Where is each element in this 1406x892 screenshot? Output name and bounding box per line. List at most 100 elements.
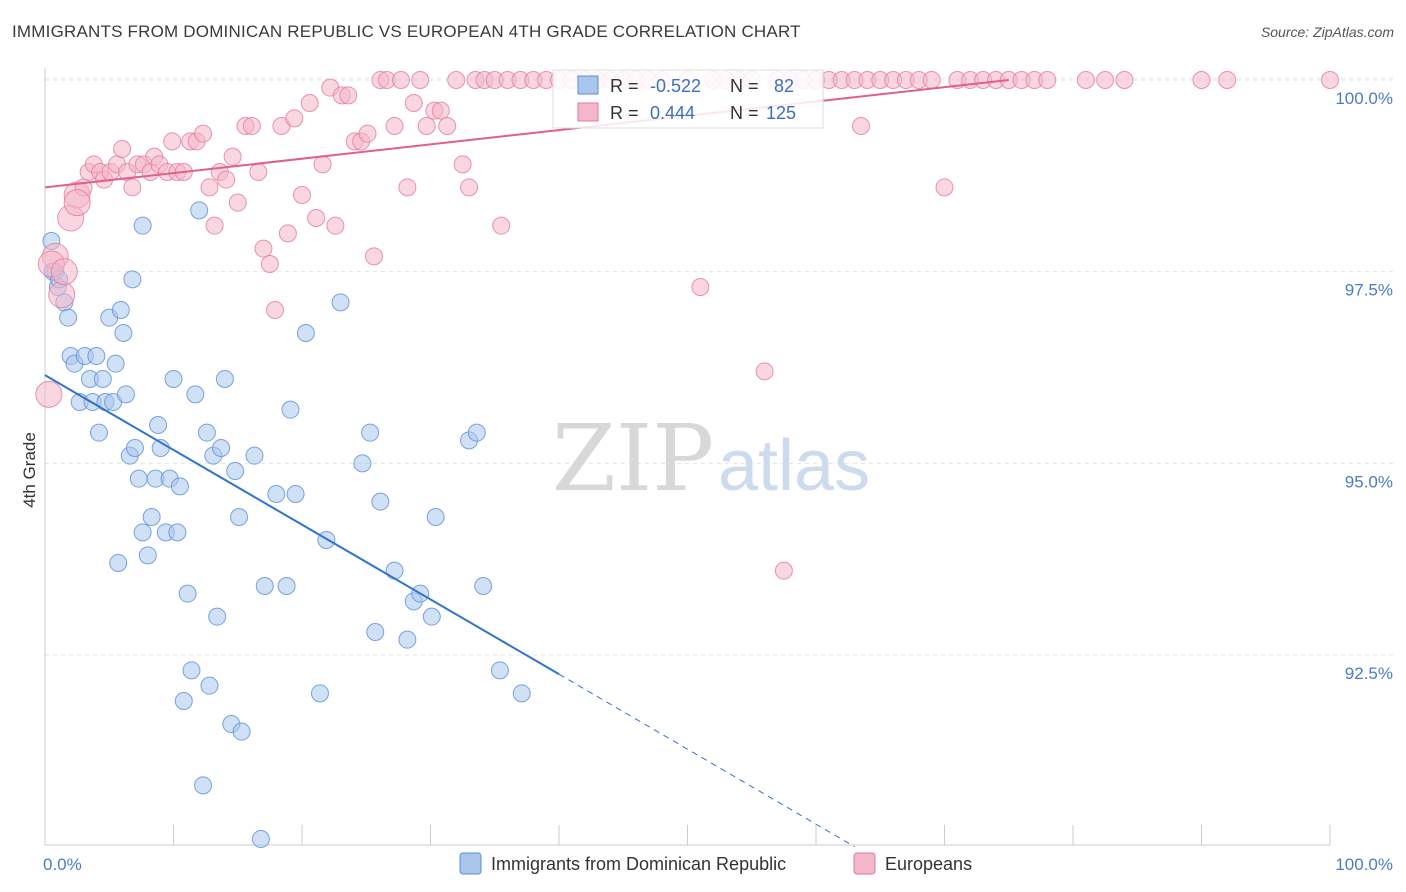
dominican-point-46 <box>208 607 227 626</box>
europeans-point-40 <box>278 224 297 243</box>
europeans-point-38 <box>266 301 285 319</box>
europeans-point-71 <box>492 216 511 235</box>
europeans-point-28 <box>205 216 224 235</box>
dominican-point-79 <box>133 216 152 235</box>
x-tick-min: 0.0% <box>43 855 82 874</box>
y-axis-label: 4th Grade <box>20 432 39 508</box>
series-dominican-points <box>42 201 531 848</box>
europeans-point-106 <box>935 178 954 197</box>
dominican-point-13 <box>93 370 112 388</box>
europeans-point-61 <box>417 117 436 135</box>
dominican-point-26 <box>133 523 152 542</box>
europeans-point-56 <box>385 117 404 135</box>
dominican-point-65 <box>361 423 380 442</box>
europeans-point-64 <box>438 117 457 135</box>
stats-n-label-pink: N = <box>730 103 759 123</box>
y-tick-label-2: 97.5% <box>1345 281 1393 300</box>
dominican-point-44 <box>200 676 219 695</box>
dominican-point-18 <box>109 554 128 572</box>
europeans-point-2 <box>48 281 76 309</box>
europeans-point-120 <box>1321 71 1339 89</box>
europeans-point-114 <box>1038 71 1057 89</box>
dominican-point-53 <box>245 446 264 465</box>
stats-swatch-blue <box>577 75 599 95</box>
europeans-point-49 <box>339 86 358 105</box>
dominican-point-68 <box>385 561 404 580</box>
dominican-point-55 <box>255 577 274 595</box>
dominican-point-25 <box>129 469 148 488</box>
legend-label-dominican: Immigrants from Dominican Republic <box>491 854 786 874</box>
dominican-point-57 <box>277 577 296 595</box>
europeans-point-60 <box>411 71 430 89</box>
dominican-point-37 <box>174 692 193 710</box>
europeans-point-47 <box>326 216 345 235</box>
watermark-zip: ZIP <box>552 405 714 512</box>
dominican-point-4 <box>59 308 78 327</box>
dominican-point-36 <box>170 477 189 496</box>
legend-swatch-europeans <box>853 852 876 875</box>
europeans-point-37 <box>260 255 279 273</box>
dominican-point-72 <box>422 607 441 626</box>
europeans-point-57 <box>391 71 410 89</box>
dominican-point-50 <box>226 462 245 480</box>
europeans-point-105 <box>922 71 941 89</box>
dominican-point-56 <box>267 485 286 503</box>
y-tick-label-1: 95.0% <box>1345 472 1393 491</box>
trend-line-dominican-extension <box>558 673 855 848</box>
dominican-point-12 <box>89 423 108 442</box>
dominican-point-67 <box>371 492 390 511</box>
dominican-point-60 <box>296 324 315 342</box>
dominican-point-19 <box>111 301 130 319</box>
europeans-point-115 <box>1076 71 1095 89</box>
europeans-point-123 <box>63 189 91 217</box>
europeans-point-116 <box>1096 71 1115 89</box>
stats-r-value-blue: -0.522 <box>650 76 701 96</box>
dominican-point-42 <box>194 776 213 795</box>
dominican-point-59 <box>286 485 305 503</box>
dominican-point-69 <box>398 630 417 649</box>
europeans-point-14 <box>123 178 142 197</box>
stats-r-label-pink: R = <box>610 103 639 123</box>
europeans-point-42 <box>293 186 311 204</box>
dominican-point-51 <box>230 508 249 526</box>
dominican-point-54 <box>251 830 270 848</box>
europeans-point-34 <box>242 117 261 135</box>
bottom-legend: Immigrants from Dominican Republic Europ… <box>459 852 972 875</box>
europeans-point-35 <box>249 163 268 181</box>
trend-line-europeans <box>44 79 1009 189</box>
europeans-point-31 <box>223 147 242 166</box>
trend-lines <box>44 79 1009 848</box>
europeans-point-122 <box>50 258 78 286</box>
europeans-point-119 <box>1218 71 1237 89</box>
dominican-point-24 <box>125 439 144 457</box>
dominican-point-78 <box>512 684 531 703</box>
dominican-point-27 <box>138 546 157 565</box>
legend-label-europeans: Europeans <box>885 854 972 874</box>
europeans-point-53 <box>364 247 383 266</box>
dominican-point-47 <box>212 439 231 457</box>
europeans-point-93 <box>774 561 793 580</box>
stats-legend: R = -0.522 N = 82 R = 0.444 N = 125 <box>552 69 824 129</box>
europeans-point-118 <box>1192 71 1211 89</box>
europeans-point-86 <box>691 278 710 296</box>
stats-swatch-pink <box>577 102 599 122</box>
europeans-point-36 <box>254 239 273 258</box>
europeans-point-65 <box>447 71 466 89</box>
chart-title: IMMIGRANTS FROM DOMINICAN REPUBLIC VS EU… <box>12 22 801 41</box>
source-label: Source: ZipAtlas.com <box>1260 24 1394 40</box>
watermark-atlas: atlas <box>718 426 870 506</box>
europeans-point-117 <box>1115 71 1134 89</box>
europeans-point-67 <box>460 178 479 197</box>
dominican-point-66 <box>366 623 385 641</box>
dominican-point-21 <box>116 385 135 404</box>
stats-n-value-blue: 82 <box>774 76 794 96</box>
dominican-point-52 <box>232 722 251 741</box>
europeans-point-30 <box>217 170 236 189</box>
europeans-point-58 <box>398 178 417 197</box>
dominican-point-76 <box>474 577 493 595</box>
europeans-point-43 <box>300 94 319 112</box>
trend-line-dominican <box>44 374 560 676</box>
europeans-point-63 <box>431 101 450 120</box>
europeans-point-27 <box>200 178 219 197</box>
